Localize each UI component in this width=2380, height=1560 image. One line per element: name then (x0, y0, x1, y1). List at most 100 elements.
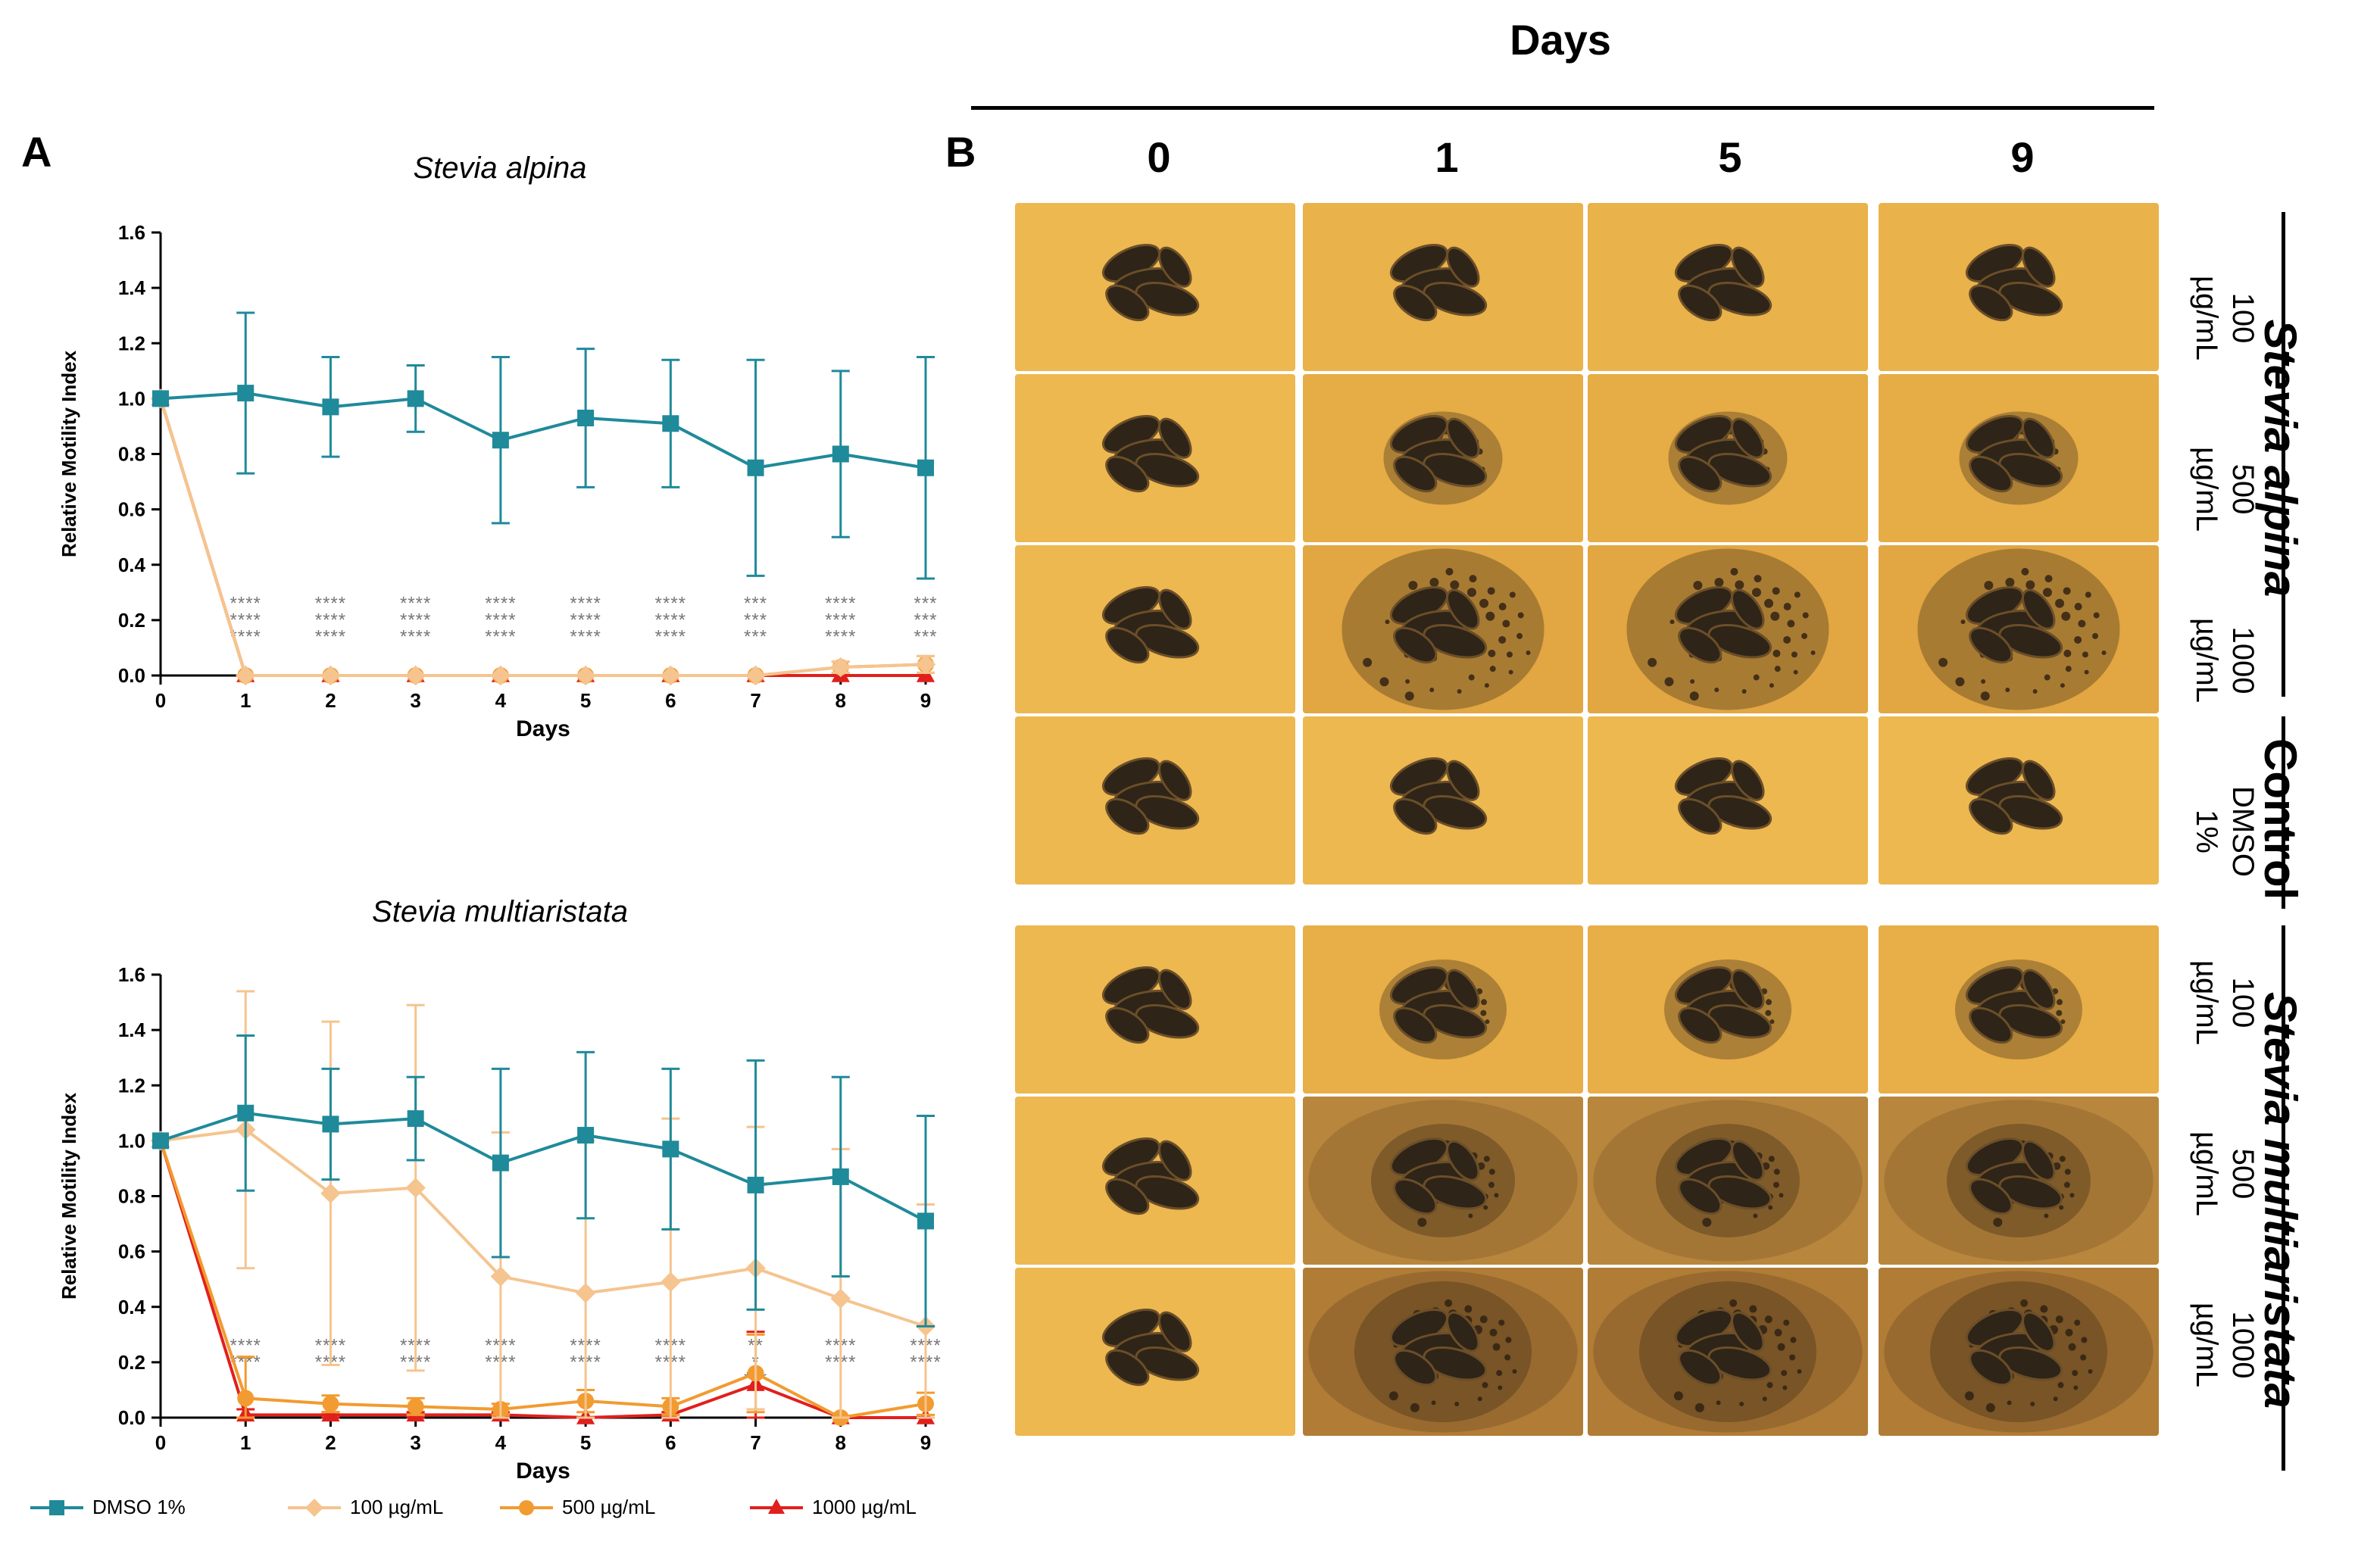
debris-particle (1693, 581, 1703, 591)
debris-particle (1419, 647, 1427, 656)
debris-particle (1702, 1218, 1712, 1228)
debris-particle (1463, 627, 1468, 632)
micrograph-cell (1015, 716, 1295, 885)
worm-shape (1101, 966, 1161, 1006)
debris-particle (1705, 604, 1712, 610)
data-point (747, 1176, 764, 1193)
debris-particle (1445, 981, 1454, 991)
debris-particle (1764, 1315, 1773, 1324)
debris-particle (1964, 1391, 1974, 1401)
debris-particle (1991, 1014, 1998, 1021)
debris-particle (1429, 1155, 1434, 1160)
debris-particle (1736, 1189, 1746, 1199)
debris-particle (2013, 1190, 2023, 1200)
worm-shape (1393, 1006, 1438, 1044)
debris-particle (1724, 591, 1729, 597)
debris-particle (1488, 1168, 1495, 1175)
legend-marker (49, 1499, 64, 1515)
worm-shape (1731, 1311, 1765, 1353)
debris-particle (1992, 618, 2001, 626)
debris-particle (1789, 1354, 1796, 1361)
significance-label: **** (485, 626, 516, 647)
debris-particle (1762, 1162, 1770, 1170)
debris-particle (1729, 1190, 1738, 1200)
data-point (320, 1183, 341, 1204)
worm-shape (1998, 282, 2063, 317)
debris-particle (2060, 1019, 2066, 1025)
worm-shape (1674, 757, 1734, 797)
debris-particle (2010, 430, 2019, 440)
debris-particle (2063, 587, 2071, 595)
debris-particle (1488, 649, 1496, 657)
debris-particle (1673, 1391, 1683, 1401)
data-point (915, 654, 936, 675)
x-tick-label: 8 (835, 1431, 846, 1454)
data-point (492, 1154, 509, 1172)
dark-halo (1593, 1271, 1863, 1433)
debris-particle (1969, 607, 1975, 612)
debris-particle (1483, 1205, 1488, 1210)
group-label-stevia-multiaristata: Stevia multiaristata (2255, 991, 2306, 1409)
worm-shape (1101, 1308, 1161, 1348)
y-tick-label: 0.0 (118, 1406, 145, 1429)
worm-shape (1158, 1311, 1192, 1353)
data-point (407, 390, 424, 407)
legend-label: 100 µg/mL (350, 1496, 444, 1518)
debris-particle (2074, 635, 2082, 644)
debris-particle (2052, 988, 2059, 995)
x-tick-label: 8 (835, 689, 846, 712)
micrograph-background (1015, 374, 1295, 542)
row-label-multi-500: 500 µg/mL (2190, 1131, 2260, 1216)
significance-marks: ************ (315, 593, 345, 647)
micrograph-background (1303, 925, 1583, 1094)
debris-particle (1431, 1307, 1441, 1317)
data-point (490, 1266, 511, 1287)
debris-particle (1713, 466, 1721, 475)
micrograph-image (1015, 545, 1295, 713)
worm-shape (1678, 797, 1723, 835)
data-point (832, 445, 849, 463)
debris-particle (2020, 981, 2030, 991)
debris-particle (2044, 1213, 2049, 1218)
micrograph-image (1015, 1268, 1295, 1436)
debris-particle (1732, 644, 1741, 654)
debris-particle (1729, 981, 1739, 991)
debris-particle (1506, 651, 1513, 658)
y-tick-label: 1.2 (118, 332, 145, 354)
debris-particle (1989, 1334, 1996, 1340)
debris-particle (1457, 1178, 1462, 1183)
debris-particle (1438, 465, 1448, 475)
micrograph-image (1015, 203, 1295, 371)
data-point (237, 1104, 255, 1122)
debris-particle (1498, 603, 1507, 611)
debris-particle (1698, 452, 1703, 457)
x-tick-label: 7 (750, 689, 761, 712)
worm-shape (1101, 757, 1161, 797)
debris-particle (2044, 575, 2053, 583)
debris-particle (1774, 1328, 1782, 1337)
debris-particle (1698, 1334, 1705, 1340)
debris-particle (1988, 640, 1997, 648)
worm-shape (1158, 1140, 1192, 1181)
line-chart-stevia-multiaristata: 0.0 0.2 0.4 0.6 0.8 1.0 1.2 1.4 1.6 0 1 2 3 4 5 6 7 8 9 Day… (58, 963, 941, 1484)
debris-particle (1482, 1193, 1488, 1200)
worm-shape (1113, 781, 1182, 813)
debris-particle (1989, 1172, 1996, 1178)
y-tick-label: 0.6 (118, 498, 145, 521)
worm-shape (1158, 969, 1192, 1010)
significance-label: **** (400, 610, 431, 630)
worm-shape (1678, 1006, 1723, 1044)
dark-halo (1593, 1100, 1863, 1262)
worm-shape (1674, 1308, 1734, 1348)
debris-particle (1482, 1382, 1488, 1389)
worm-shape (1969, 797, 2013, 835)
debris-particle (1484, 683, 1489, 688)
debris-particle (1678, 1343, 1683, 1348)
significance-label: **** (570, 610, 601, 630)
debris-particle (1766, 1193, 1773, 1200)
debris-particle (2001, 1320, 2007, 1325)
worm-shape (1113, 1161, 1182, 1193)
debris-particle (1480, 466, 1485, 472)
legend-item: 500 µg/mL (500, 1496, 655, 1519)
chart-title-bottom: Stevia multiaristata (372, 895, 628, 928)
